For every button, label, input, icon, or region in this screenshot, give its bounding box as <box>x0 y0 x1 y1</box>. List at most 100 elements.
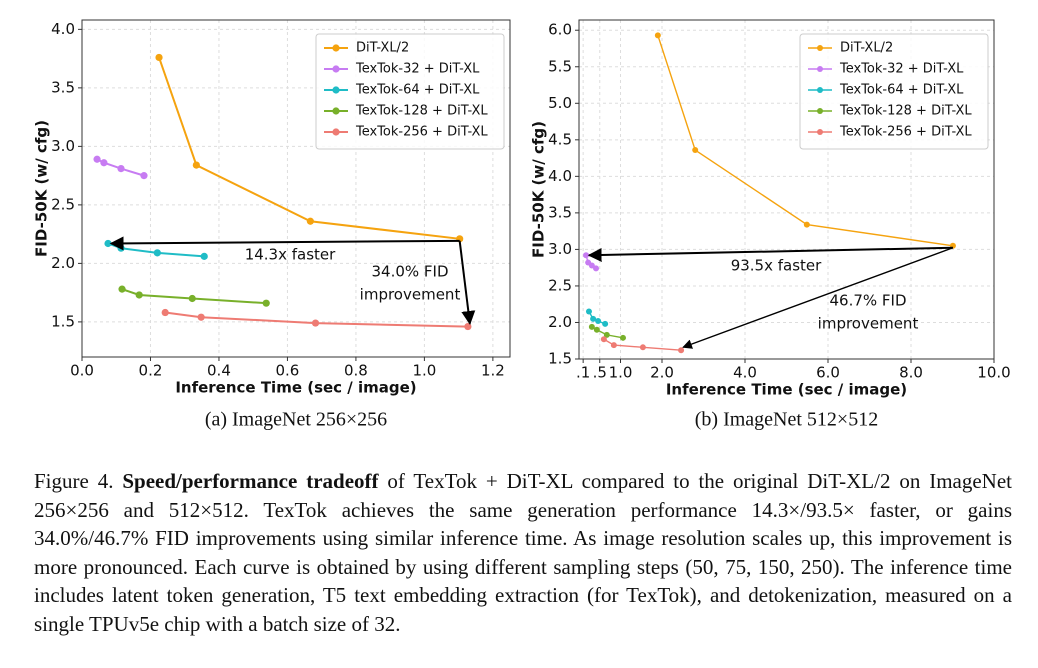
legend-label: TexTok-64 + DiT-XL <box>839 83 964 98</box>
subcaption: (a) ImageNet 256×256 <box>205 409 387 431</box>
data-point <box>140 172 148 180</box>
annotation: 34.0% FID <box>371 263 448 281</box>
annotation: improvement <box>360 286 461 304</box>
data-point <box>188 294 196 303</box>
y-tick-label: 2.0 <box>51 254 75 272</box>
y-tick-label: 5.5 <box>548 57 572 75</box>
x-tick-label: 8.0 <box>899 364 923 382</box>
y-tick-label: 4.0 <box>51 20 75 38</box>
data-point <box>200 252 208 260</box>
data-point <box>602 320 609 327</box>
legend-box <box>799 33 989 150</box>
x-tick-label: 6.0 <box>816 364 840 382</box>
data-point <box>619 334 626 341</box>
y-tick-label: 3.5 <box>51 78 75 96</box>
y-tick-label: 2.5 <box>548 276 572 294</box>
annotation: 46.7% FID <box>829 292 906 310</box>
x-tick-label: 10.0 <box>977 364 1010 382</box>
data-point <box>678 347 685 354</box>
data-point <box>803 221 810 228</box>
annotation: 93.5x faster <box>731 257 822 275</box>
data-point <box>654 32 661 39</box>
legend-label: TexTok-256 + DiT-XL <box>355 125 488 140</box>
y-axis-label: FID-50K (w/ cfg) <box>530 121 548 258</box>
plot-frame <box>81 19 511 358</box>
series-line <box>96 158 145 177</box>
annotation-arrow <box>682 247 954 349</box>
legend-marker <box>817 66 823 72</box>
y-tick-label: 2.5 <box>51 195 75 213</box>
annotation-arrow <box>587 246 953 262</box>
legend-label: DiT-XL/2 <box>840 41 893 56</box>
x-tick-label: 2.0 <box>650 364 674 382</box>
data-point <box>585 308 592 315</box>
series-line <box>158 57 460 240</box>
data-point <box>306 217 314 225</box>
legend-label: TexTok-32 + DiT-XL <box>355 62 480 77</box>
legend-label: TexTok-32 + DiT-XL <box>839 62 964 77</box>
x-axis-label: Inference Time (sec / image) <box>666 381 907 399</box>
data-point <box>155 53 163 62</box>
data-point <box>600 336 607 343</box>
legend-label: TexTok-256 + DiT-XL <box>839 125 972 140</box>
legend-marker <box>817 87 823 93</box>
data-point <box>118 285 126 293</box>
data-point <box>135 291 143 299</box>
legend-marker <box>817 129 823 135</box>
x-tick-label: 1.2 <box>481 362 505 380</box>
data-point <box>161 308 169 317</box>
data-point <box>692 147 699 154</box>
data-point <box>262 299 270 307</box>
figure-caption: Figure 4. Speed/performance tradeoff of … <box>34 467 1012 639</box>
legend-label: DiT-XL/2 <box>356 41 409 56</box>
data-point <box>464 322 472 331</box>
series-line <box>657 35 954 247</box>
legend-marker <box>332 128 340 136</box>
series-line <box>165 311 468 328</box>
x-tick-label: 0.8 <box>344 362 368 380</box>
x-tick-label: 4.0 <box>733 364 757 382</box>
y-tick-label: 1.5 <box>548 350 572 368</box>
data-point <box>192 161 200 169</box>
x-tick-label: .1 <box>576 364 590 382</box>
legend-label: TexTok-64 + DiT-XL <box>355 83 480 98</box>
y-tick-label: 6.0 <box>548 21 572 39</box>
x-tick-label: 1.0 <box>609 364 633 382</box>
legend-marker <box>332 86 340 94</box>
data-point <box>100 159 108 167</box>
y-tick-label: 4.5 <box>548 130 572 148</box>
data-point <box>153 249 161 257</box>
x-tick-label: .5 <box>593 364 607 382</box>
x-axis-label: Inference Time (sec / image) <box>175 379 416 397</box>
plot-frame <box>578 19 995 360</box>
data-point <box>311 319 320 327</box>
legend-marker <box>817 108 823 114</box>
data-point <box>117 165 125 173</box>
data-point <box>588 323 595 330</box>
legend-box <box>315 33 505 150</box>
legend-marker <box>332 44 340 52</box>
data-point <box>104 239 112 248</box>
x-tick-label: 0.2 <box>139 362 163 380</box>
y-tick-label: 5.0 <box>548 94 572 112</box>
data-point <box>117 244 125 252</box>
legend-marker <box>332 65 340 73</box>
data-point <box>593 265 600 272</box>
figure: 0.0 0.2 0.4 0.6 0.8 1.0 1.21.52.02.53.03.54.0I… <box>33 19 1011 431</box>
caption-label: Figure 4. <box>34 469 114 493</box>
y-tick-label: 4.0 <box>548 167 572 185</box>
x-tick-label: 1.0 <box>412 362 436 380</box>
data-point <box>595 318 602 325</box>
annotation: 14.3x faster <box>245 246 336 264</box>
data-point <box>610 342 617 349</box>
data-point <box>590 315 597 322</box>
annotation-arrow <box>109 236 460 251</box>
series-line <box>121 288 267 305</box>
data-point <box>603 331 610 338</box>
x-tick-label: 0.4 <box>207 362 231 380</box>
data-point <box>197 313 205 321</box>
caption-text: of TexTok + DiT-XL compared to the origi… <box>34 469 1013 636</box>
data-point <box>639 344 646 351</box>
annotation-arrow <box>458 240 476 325</box>
